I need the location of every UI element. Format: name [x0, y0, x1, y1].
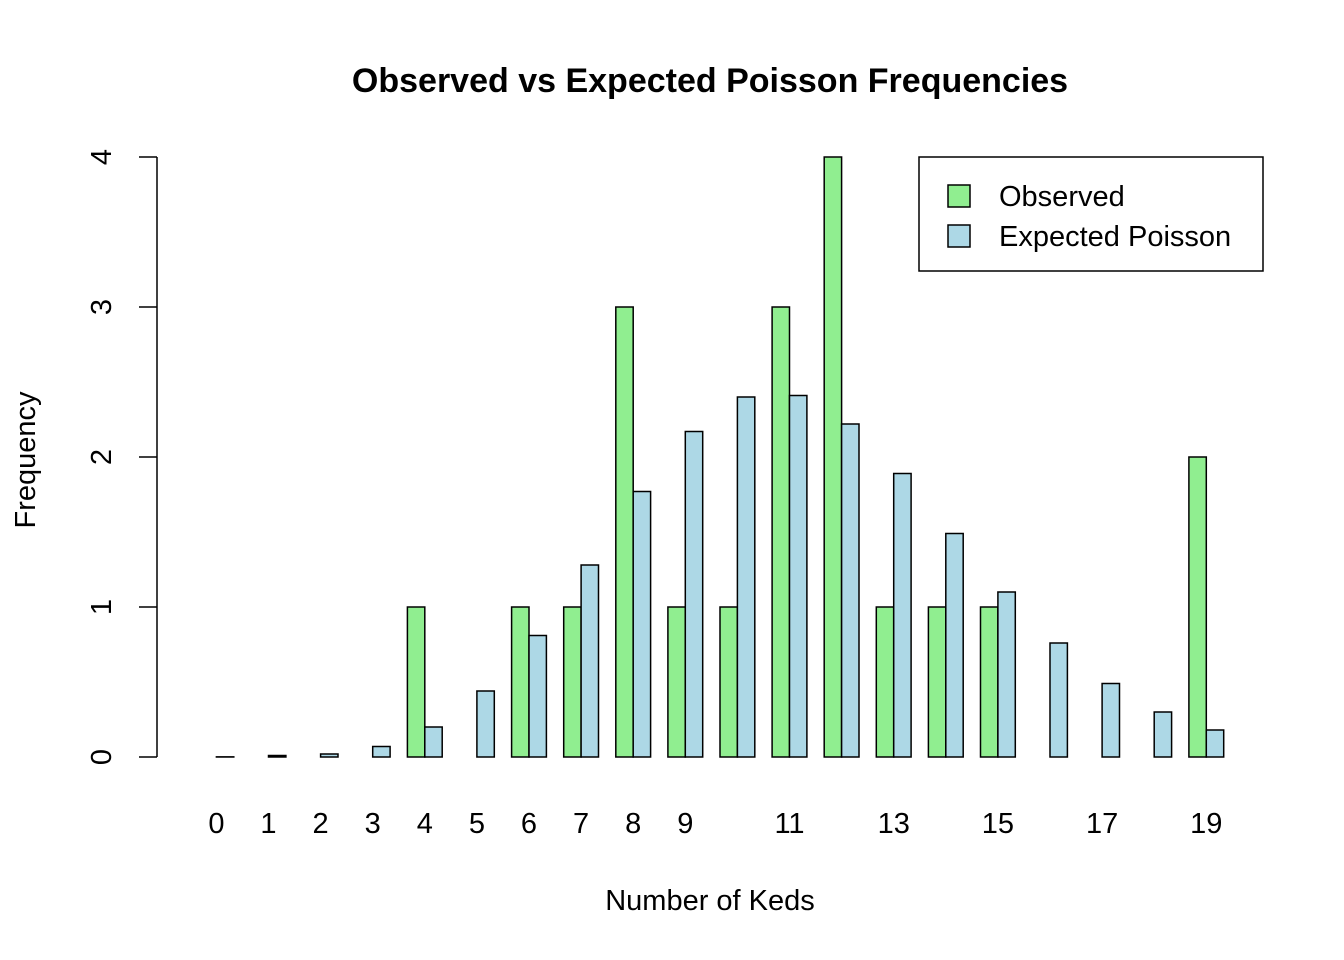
- expected-bar-19: [1205, 729, 1225, 758]
- expected-bar-7: [580, 564, 600, 758]
- observed-bar-12: [823, 156, 843, 758]
- expected-bar-12: [840, 423, 860, 758]
- expected-bar-1: [267, 754, 287, 758]
- bars-group: [215, 156, 1225, 758]
- legend-label: Observed: [999, 181, 1125, 213]
- expected-bar-9: [684, 430, 704, 758]
- observed-bar-15: [979, 606, 999, 758]
- x-tick-label: 7: [573, 808, 589, 840]
- expected-bar-2: [319, 753, 339, 758]
- y-tick-label: 4: [86, 149, 118, 165]
- y-axis: 0 1 2 3 4: [86, 149, 158, 765]
- x-tick-label: 6: [521, 808, 537, 840]
- observed-bar-10: [719, 606, 739, 758]
- observed-bar-9: [667, 606, 687, 758]
- expected-bar-16: [1049, 642, 1069, 758]
- legend-label: Expected Poisson: [999, 221, 1231, 253]
- y-tick-label: 3: [86, 299, 118, 315]
- x-tick-label: 5: [469, 808, 485, 840]
- legend-box: [918, 156, 1264, 272]
- chart-title: Observed vs Expected Poisson Frequencies: [352, 62, 1068, 100]
- x-tick-label: 4: [417, 808, 433, 840]
- observed-bar-8: [615, 306, 634, 758]
- observed-bar-13: [875, 606, 895, 758]
- observed-bar-14: [927, 606, 947, 758]
- x-tick-label: 17: [1086, 808, 1118, 840]
- x-axis-label: Number of Keds: [605, 885, 815, 917]
- x-tick-label: 15: [982, 808, 1014, 840]
- x-tick-label: 13: [878, 808, 910, 840]
- observed-bar-7: [562, 606, 582, 758]
- expected-bar-18: [1153, 711, 1173, 758]
- expected-bar-17: [1101, 682, 1121, 758]
- expected-bar-6: [528, 634, 548, 758]
- observed-bar-6: [510, 606, 530, 758]
- y-tick-label: 1: [86, 599, 118, 615]
- observed-bar-19: [1188, 456, 1208, 758]
- expected-bar-8: [632, 490, 652, 758]
- expected-bar-10: [736, 396, 756, 758]
- x-tick-label: 2: [313, 808, 329, 840]
- expected-bar-13: [892, 472, 912, 758]
- y-axis-label: Frequency: [10, 391, 42, 529]
- observed-bar-11: [771, 306, 791, 758]
- expected-bar-14: [945, 532, 964, 758]
- y-tick-label: 2: [86, 449, 118, 465]
- x-tick-label: 19: [1190, 808, 1222, 840]
- expected-bar-3: [371, 745, 391, 758]
- x-tick-label: 11: [774, 808, 804, 840]
- expected-bar-4: [424, 726, 443, 758]
- x-tick-label: 8: [625, 808, 641, 840]
- expected-bar-5: [476, 690, 496, 758]
- x-tick-label: 3: [365, 808, 381, 840]
- x-tick-label: 9: [677, 808, 693, 840]
- legend-swatch: [947, 224, 971, 248]
- x-tick-label: 0: [208, 808, 224, 840]
- legend-swatch: [947, 184, 971, 208]
- legend: Observed Expected Poisson: [918, 156, 1264, 272]
- y-tick-label: 0: [86, 749, 118, 765]
- expected-bar-15: [997, 591, 1017, 758]
- x-tick-label: 1: [260, 808, 276, 840]
- x-tick-labels: 0 1 2 3 4 5 6 7 8 9 11 13 15 17 19: [208, 808, 1222, 840]
- expected-bar-11: [788, 394, 808, 758]
- observed-bar-4: [406, 606, 426, 758]
